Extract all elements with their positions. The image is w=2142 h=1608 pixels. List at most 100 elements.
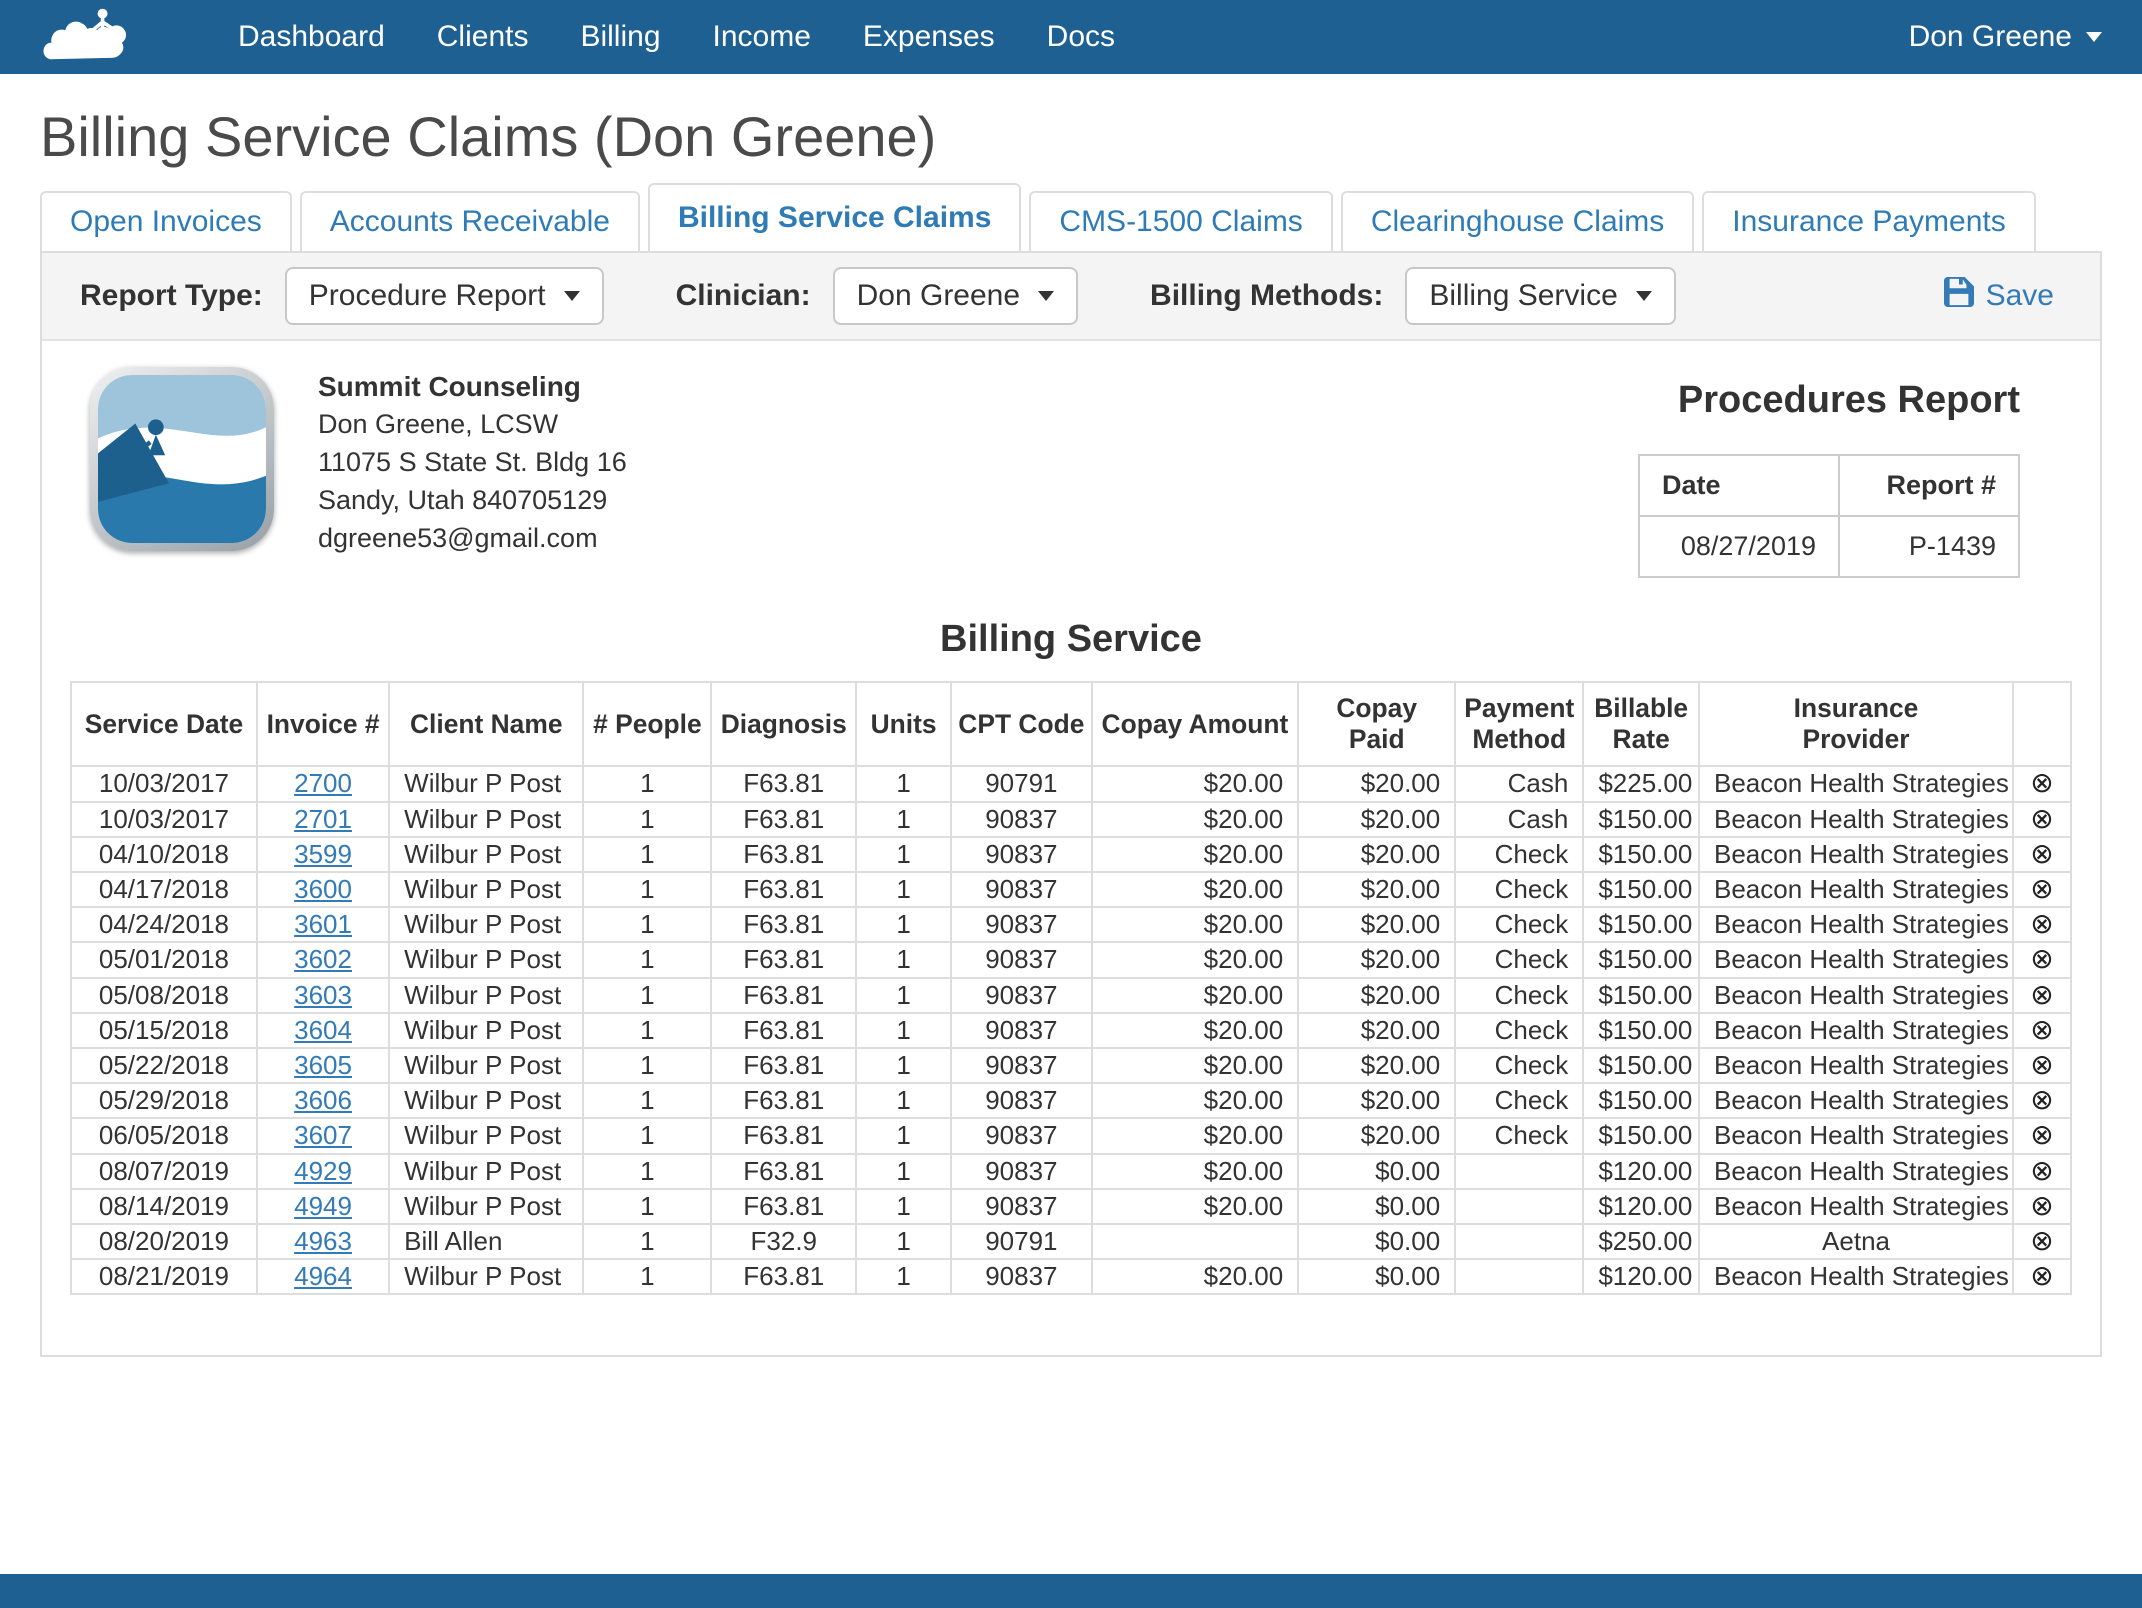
circle-x-icon[interactable]: ⊗: [2030, 1260, 2054, 1292]
circle-x-icon[interactable]: ⊗: [2030, 1119, 2054, 1151]
cell-diagnosis: F63.81: [710, 765, 858, 803]
invoice-link[interactable]: 3604: [294, 1014, 352, 1045]
cell-billable-rate: $150.00: [1582, 941, 1700, 979]
cell-service-date: 04/17/2018: [70, 870, 258, 909]
invoice-link[interactable]: 2701: [294, 803, 352, 834]
save-button[interactable]: Save: [1943, 277, 2054, 315]
tab-clearinghouse-claims[interactable]: Clearinghouse Claims: [1340, 191, 1695, 253]
invoice-link[interactable]: 2700: [294, 768, 352, 799]
save-icon: [1943, 277, 1974, 315]
cell-cpt-code: 90837: [950, 906, 1093, 944]
cell-invoice: 4963: [255, 1222, 391, 1261]
table-row: 08/07/2019 4929 Wilbur P Post 1 F63.81 1 90837…: [70, 1152, 2072, 1190]
tab-accounts-receivable[interactable]: Accounts Receivable: [299, 191, 640, 253]
cell-actions: ⊗: [2012, 1187, 2072, 1225]
cell-invoice: 2701: [255, 800, 391, 838]
cell-copay-amount: $20.00: [1090, 1258, 1300, 1296]
tabs: Open Invoices Accounts Receivable Billing …: [0, 183, 2142, 253]
circle-x-icon[interactable]: ⊗: [2030, 943, 2054, 975]
nav-item-income[interactable]: Income: [712, 20, 811, 53]
chevron-down-icon: [1038, 291, 1055, 301]
clinician-value: Don Greene: [856, 279, 1021, 312]
cell-invoice: 4929: [255, 1152, 391, 1190]
invoice-link[interactable]: 3607: [294, 1120, 352, 1151]
cell-diagnosis: F63.81: [710, 835, 858, 873]
cell-service-date: 08/21/2019: [70, 1258, 258, 1296]
chevron-down-icon: [1635, 291, 1652, 301]
cell-copay-amount: $20.00: [1090, 1187, 1300, 1225]
col-header-copay-amount: Copay Amount: [1090, 680, 1300, 768]
cell-copay-amount: $20.00: [1090, 765, 1300, 803]
cell-insurance-provider: Beacon Health Strategies: [1697, 870, 2015, 909]
cell-billable-rate: $150.00: [1582, 1046, 1700, 1085]
invoice-link[interactable]: 3606: [294, 1085, 352, 1116]
cell-copay-paid: $20.00: [1297, 835, 1457, 873]
nav-item-billing[interactable]: Billing: [580, 20, 661, 53]
circle-x-icon[interactable]: ⊗: [2030, 908, 2054, 940]
cell-copay-paid: $0.00: [1297, 1152, 1457, 1190]
cell-invoice: 2700: [255, 765, 391, 803]
nav-item-dashboard[interactable]: Dashboard: [238, 20, 385, 53]
invoice-link[interactable]: 3603: [294, 979, 352, 1010]
chevron-down-icon: [563, 291, 580, 301]
cell-cpt-code: 90837: [950, 1258, 1093, 1296]
cell-units: 1: [855, 870, 953, 909]
circle-x-icon[interactable]: ⊗: [2030, 1224, 2054, 1256]
circle-x-icon[interactable]: ⊗: [2030, 1189, 2054, 1221]
cell-copay-paid: $20.00: [1297, 765, 1457, 803]
user-menu[interactable]: Don Greene: [1909, 20, 2102, 54]
cell-client-name: Wilbur P Post: [388, 1011, 585, 1049]
cell-people: 1: [582, 1258, 713, 1296]
cell-people: 1: [582, 941, 713, 979]
nav-item-expenses[interactable]: Expenses: [862, 20, 995, 53]
invoice-link[interactable]: 4929: [294, 1155, 352, 1186]
tab-billing-service-claims[interactable]: Billing Service Claims: [647, 183, 1022, 253]
cell-service-date: 08/14/2019: [70, 1187, 258, 1225]
circle-x-icon[interactable]: ⊗: [2030, 767, 2054, 799]
cell-actions: ⊗: [2012, 1011, 2072, 1049]
nav-item-clients[interactable]: Clients: [436, 20, 529, 53]
cell-actions: ⊗: [2012, 765, 2072, 803]
tab-insurance-payments[interactable]: Insurance Payments: [1702, 191, 2036, 253]
invoice-link[interactable]: 3601: [294, 909, 352, 940]
circle-x-icon[interactable]: ⊗: [2030, 1084, 2054, 1116]
meta-report-number: P-1439: [1838, 515, 2020, 578]
report-type-select[interactable]: Procedure Report: [284, 267, 604, 325]
brand-logo[interactable]: [40, 4, 132, 70]
nav-item-docs[interactable]: Docs: [1046, 20, 1116, 53]
cell-people: 1: [582, 1117, 713, 1155]
invoice-link[interactable]: 4949: [294, 1190, 352, 1221]
tab-open-invoices[interactable]: Open Invoices: [40, 191, 292, 253]
cell-actions: ⊗: [2012, 835, 2072, 873]
invoice-link[interactable]: 3600: [294, 873, 352, 904]
invoice-link[interactable]: 3605: [294, 1049, 352, 1080]
cell-payment-method: Check: [1454, 906, 1585, 944]
circle-x-icon[interactable]: ⊗: [2030, 872, 2054, 904]
cell-copay-amount: $20.00: [1090, 1117, 1300, 1155]
cell-copay-paid: $20.00: [1297, 1082, 1457, 1120]
user-menu-label: Don Greene: [1908, 20, 2072, 53]
invoice-link[interactable]: 3602: [294, 944, 352, 975]
invoice-link[interactable]: 4963: [294, 1225, 352, 1256]
clinician-select[interactable]: Don Greene: [832, 267, 1079, 325]
invoice-link[interactable]: 4964: [294, 1261, 352, 1292]
cell-cpt-code: 90837: [950, 1082, 1093, 1120]
save-button-label: Save: [1985, 279, 2054, 312]
circle-x-icon[interactable]: ⊗: [2030, 1048, 2054, 1080]
tab-cms-1500-claims[interactable]: CMS-1500 Claims: [1029, 191, 1333, 253]
cell-people: 1: [582, 800, 713, 838]
invoice-link[interactable]: 3599: [294, 838, 352, 869]
circle-x-icon[interactable]: ⊗: [2030, 978, 2054, 1010]
billing-methods-value: Billing Service: [1429, 279, 1618, 312]
cell-billable-rate: $120.00: [1582, 1258, 1700, 1296]
billing-methods-select[interactable]: Billing Service: [1405, 267, 1676, 325]
cell-diagnosis: F63.81: [710, 906, 858, 944]
circle-x-icon[interactable]: ⊗: [2030, 837, 2054, 869]
circle-x-icon[interactable]: ⊗: [2030, 1154, 2054, 1186]
circle-x-icon[interactable]: ⊗: [2030, 802, 2054, 834]
cell-people: 1: [582, 976, 713, 1014]
circle-x-icon[interactable]: ⊗: [2030, 1013, 2054, 1045]
cell-people: 1: [582, 1152, 713, 1190]
cell-payment-method: Check: [1454, 1082, 1585, 1120]
